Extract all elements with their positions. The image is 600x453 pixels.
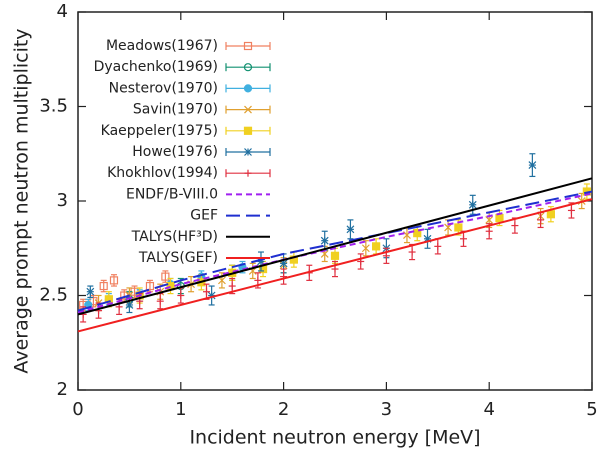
- data-point: [495, 213, 504, 223]
- marker-shape: [99, 281, 108, 291]
- marker-shape: [372, 242, 381, 251]
- data-point: [528, 161, 537, 170]
- y-tick-label: 2.5: [39, 285, 68, 306]
- data-point: [567, 206, 575, 214]
- data-point: [346, 225, 355, 234]
- data-point: [125, 301, 134, 309]
- legend-label: TALYS(GEF): [138, 250, 218, 266]
- marker-shape: [361, 244, 370, 253]
- legend-label: Meadows(1967): [106, 38, 218, 54]
- data-point: [382, 252, 390, 260]
- x-tick-label: 3: [381, 399, 392, 420]
- marker-shape: [104, 295, 113, 304]
- y-tick-label: 3.5: [39, 96, 68, 117]
- data-point: [254, 276, 262, 284]
- x-tick-label: 4: [483, 399, 494, 420]
- data-point: [485, 215, 494, 224]
- data-point: [203, 288, 210, 296]
- marker-shape: [109, 276, 119, 285]
- marker-shape: [243, 126, 253, 135]
- marker-shape: [330, 251, 340, 260]
- marker-shape: [485, 215, 494, 224]
- marker-shape: [145, 281, 155, 291]
- marker-shape: [320, 249, 329, 258]
- data-point: [161, 272, 170, 281]
- marker-shape: [243, 41, 253, 51]
- data-point: [217, 276, 226, 285]
- legend-marker: [243, 84, 253, 93]
- x-tick-label: 2: [278, 399, 289, 420]
- data-point: [468, 200, 477, 209]
- legend-marker: [244, 148, 252, 156]
- legend-marker: [243, 126, 253, 135]
- data-point: [86, 287, 95, 296]
- data-point: [104, 295, 113, 304]
- x-tick-label: 5: [586, 399, 597, 420]
- marker-shape: [444, 223, 453, 232]
- data-point: [413, 229, 422, 238]
- marker-shape: [161, 272, 170, 281]
- marker-shape: [217, 276, 226, 285]
- legend-marker: [243, 63, 253, 72]
- legend-label: Khokhlov(1994): [107, 165, 218, 181]
- marker-shape: [454, 223, 463, 232]
- marker-shape: [413, 229, 422, 238]
- data-point: [145, 281, 155, 291]
- legend-label: ENDF/B-VIII.0: [126, 186, 218, 202]
- legend-label: Savin(1970): [133, 102, 218, 118]
- marker-shape: [243, 63, 253, 72]
- marker-shape: [495, 213, 504, 223]
- data-point: [408, 248, 416, 256]
- legend-marker: [244, 169, 252, 177]
- data-point: [434, 242, 442, 250]
- data-point: [330, 251, 340, 260]
- legend-label: Howe(1976): [132, 144, 218, 160]
- data-point: [460, 235, 467, 243]
- y-tick-label: 3: [57, 190, 68, 211]
- data-point: [444, 223, 453, 232]
- series-line: [77, 198, 593, 333]
- legend-label: Nesterov(1970): [109, 80, 218, 96]
- data-point: [454, 223, 463, 232]
- data-point: [177, 292, 185, 299]
- legend-label: Dyachenko(1969): [94, 59, 218, 75]
- data-point: [331, 265, 339, 273]
- y-tick-label: 2: [57, 379, 68, 400]
- series-line: [77, 190, 593, 312]
- data-point: [546, 210, 555, 219]
- data-point: [537, 216, 545, 224]
- data-point: [485, 227, 493, 235]
- legend-label: GEF: [190, 208, 218, 224]
- data-point: [372, 242, 381, 251]
- data-point: [289, 255, 298, 264]
- data-point: [228, 282, 236, 290]
- x-tick-label: 0: [72, 399, 83, 420]
- x-tick-label: 1: [175, 399, 186, 420]
- legend-label: TALYS(HF³D): [131, 229, 218, 245]
- y-axis-label: Average prompt neutron multiplicity: [11, 28, 33, 373]
- marker-shape: [289, 255, 298, 264]
- legend-label: Kaeppeler(1975): [101, 123, 218, 139]
- marker-shape: [248, 267, 257, 275]
- legend-marker: [243, 41, 253, 51]
- data-point: [156, 297, 164, 305]
- marker-shape: [244, 105, 252, 114]
- data-point: [320, 236, 329, 245]
- series-line: [77, 192, 593, 314]
- y-tick-label: 4: [57, 1, 68, 22]
- marker-shape: [243, 84, 253, 93]
- series-line: [77, 177, 593, 316]
- data-point: [511, 222, 519, 230]
- legend-marker: [244, 105, 252, 114]
- data-point: [109, 276, 119, 285]
- x-axis-label: Incident neutron energy [MeV]: [189, 427, 480, 449]
- data-point: [99, 281, 108, 291]
- marker-shape: [546, 210, 555, 219]
- data-point: [361, 244, 370, 253]
